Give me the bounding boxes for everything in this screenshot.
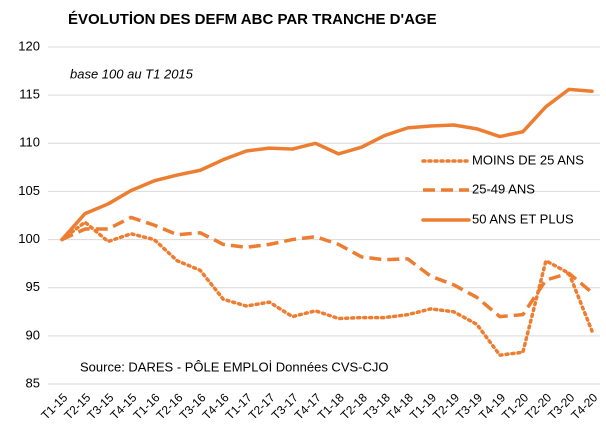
y-tick-label: 120 bbox=[18, 38, 40, 53]
y-tick-label: 115 bbox=[19, 87, 40, 102]
legend-label: 25-49 ANS bbox=[472, 181, 535, 196]
y-tick-label: 110 bbox=[19, 135, 40, 150]
series-line bbox=[60, 220, 594, 357]
chart-title: ÉVOLUTİON DES DEFM ABC PAR TRANCHE D'AGE bbox=[68, 11, 437, 28]
series-line bbox=[61, 215, 594, 319]
y-tick-label: 95 bbox=[26, 279, 40, 294]
y-tick-label: 90 bbox=[26, 327, 40, 342]
source: Source: DARES - PÔLE EMPLOİ Données CVS-… bbox=[80, 359, 389, 374]
legend-label: MOINS DE 25 ANS bbox=[472, 152, 584, 167]
subtitle: base 100 au T1 2015 bbox=[70, 66, 194, 81]
x-tick-label: T4-20 bbox=[568, 390, 600, 422]
series-line bbox=[60, 87, 594, 242]
y-tick-label: 100 bbox=[18, 231, 40, 246]
legend-label: 50 ANS ET PLUS bbox=[472, 211, 574, 226]
y-tick-label: 85 bbox=[26, 375, 40, 390]
y-tick-label: 105 bbox=[18, 183, 40, 198]
